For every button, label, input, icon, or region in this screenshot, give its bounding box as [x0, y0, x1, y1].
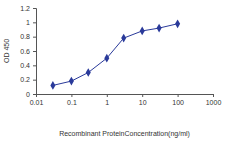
tick-mark — [33, 22, 36, 23]
tick: 0.1 — [67, 94, 77, 106]
line — [53, 24, 178, 86]
tick: 0 — [26, 91, 36, 98]
y-axis-title: OD 450 — [3, 39, 10, 63]
tick-label: 1 — [105, 99, 109, 106]
chart: 0.01 0.1 1 10 100 1000 0 0.2 0.4 0.6 0.8 1 1.2 Recomb… — [0, 0, 225, 150]
tick-label: 100 — [172, 99, 184, 106]
tick-label: 0 — [26, 91, 30, 98]
tick: 0.4 — [20, 62, 36, 69]
tick-mark — [142, 94, 143, 97]
tick-label: 10 — [139, 99, 147, 106]
tick: 0.6 — [20, 48, 36, 55]
tick: 1 — [105, 94, 109, 106]
plot: 0.01 0.1 1 10 100 1000 0 0.2 0.4 0.6 0.8 1 1.2 — [20, 5, 221, 106]
tick-mark — [178, 94, 179, 97]
tick-mark — [33, 65, 36, 66]
tick-label: 1.2 — [20, 5, 30, 12]
tick-label: 1 — [26, 19, 30, 26]
marker — [157, 24, 162, 33]
series — [50, 19, 180, 89]
tick-mark — [33, 80, 36, 81]
tick: 1 — [26, 19, 36, 26]
tick-mark — [33, 37, 36, 38]
axis-line — [33, 9, 37, 95]
marker — [140, 27, 145, 36]
x-axis: 0.01 0.1 1 10 100 1000 — [30, 94, 222, 106]
x-axis-title: Recombinant ProteinConcentration(ng/ml) — [59, 130, 190, 138]
tick-mark — [33, 8, 36, 9]
tick: 0.01 — [30, 94, 44, 106]
marker — [121, 34, 126, 43]
marker — [69, 77, 74, 86]
tick-mark — [71, 94, 72, 97]
tick: 10 — [139, 94, 147, 106]
tick-label: 0.01 — [30, 99, 44, 106]
tick: 100 — [172, 94, 184, 106]
tick: 1000 — [206, 94, 222, 106]
marker — [104, 54, 109, 63]
tick-label: 0.6 — [20, 48, 30, 55]
tick-label: 0.1 — [67, 99, 77, 106]
tick-label: 1000 — [206, 99, 222, 106]
tick: 0.8 — [20, 33, 36, 40]
tick-label: 0.2 — [20, 76, 30, 83]
tick-mark — [33, 51, 36, 52]
tick: 0.2 — [20, 76, 36, 83]
marker — [50, 81, 55, 90]
marker — [86, 68, 91, 77]
tick: 1.2 — [20, 5, 36, 12]
y-axis: 0 0.2 0.4 0.6 0.8 1 1.2 — [20, 5, 36, 98]
marker — [175, 19, 180, 28]
axis-line — [37, 95, 214, 98]
tick-label: 0.4 — [20, 62, 30, 69]
tick-mark — [107, 94, 108, 97]
tick-label: 0.8 — [20, 33, 30, 40]
tick-mark — [213, 94, 214, 97]
tick-mark — [33, 94, 36, 95]
